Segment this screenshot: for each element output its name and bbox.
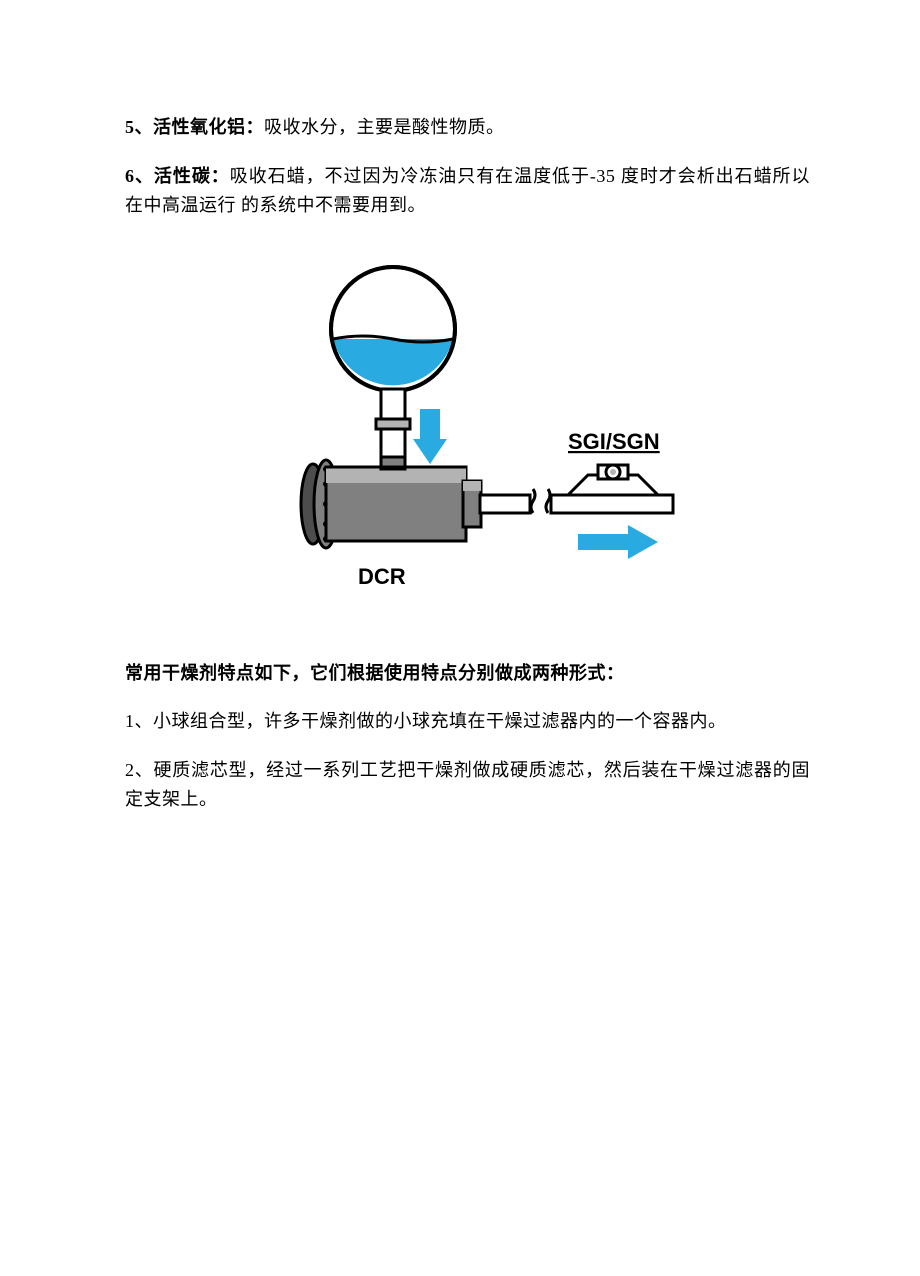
filter-drier-diagram: SGI/SGN DCR	[258, 259, 678, 599]
pipe-break-icon	[531, 489, 550, 513]
paragraph-5: 5、活性氧化铝：吸收水分，主要是酸性物质。	[125, 113, 810, 142]
figure-container: SGI/SGN DCR	[125, 259, 810, 599]
sight-glass-icon	[568, 465, 658, 495]
para5-lead: 5、活性氧化铝：	[125, 117, 264, 137]
arrow-down-icon	[413, 409, 447, 464]
outlet-pipe-icon	[551, 495, 673, 513]
para5-body: 吸收水分，主要是酸性物质。	[264, 117, 505, 137]
down-pipe-icon	[376, 389, 410, 459]
section-heading: 常用干燥剂特点如下，它们根据使用特点分别做成两种形式：	[125, 659, 810, 685]
list-item-1: 1、小球组合型，许多干燥剂做的小球充填在干燥过滤器内的一个容器内。	[125, 707, 810, 736]
receiver-sphere-icon	[331, 267, 455, 391]
filter-drier-body-icon	[301, 457, 530, 548]
document-page: 5、活性氧化铝：吸收水分，主要是酸性物质。 6、活性碳：吸收石蜡，不过因为冷冻油…	[0, 0, 920, 1276]
label-sgi-sgn: SGI/SGN	[568, 429, 660, 454]
list-item-2: 2、硬质滤芯型，经过一系列工艺把干燥剂做成硬质滤芯，然后装在干燥过滤器的固定支架…	[125, 756, 810, 814]
paragraph-6: 6、活性碳：吸收石蜡，不过因为冷冻油只有在温度低于-35 度时才会析出石蜡所以在…	[125, 162, 810, 220]
label-dcr: DCR	[358, 564, 406, 589]
para6-lead: 6、活性碳：	[125, 166, 230, 186]
arrow-right-icon	[578, 525, 658, 559]
